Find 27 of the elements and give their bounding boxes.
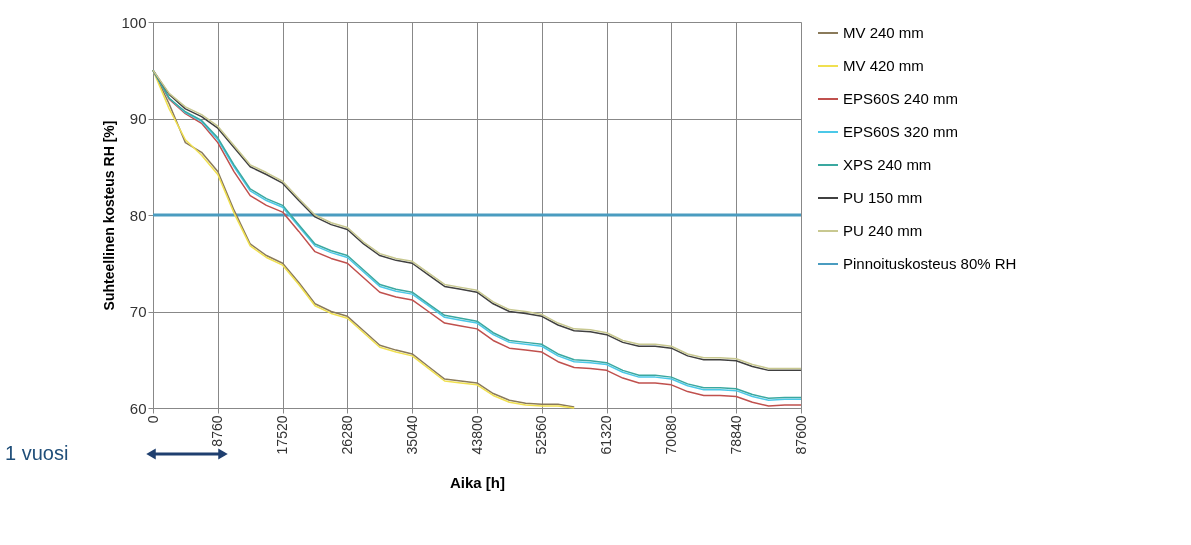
x-tick-label: 35040 <box>403 415 420 455</box>
x-tick-label: 8760 <box>209 415 226 447</box>
y-tick-label: 90 <box>129 110 147 127</box>
y-tick-label: 100 <box>121 13 147 31</box>
x-tick-label: 26280 <box>338 415 355 455</box>
text: 1 vuosi <box>5 442 69 464</box>
y-tick-label: 80 <box>129 206 147 224</box>
x-tick-label: 61320 <box>598 415 615 455</box>
y-tick-label: 60 <box>129 399 147 417</box>
x-tick-label: 43800 <box>468 415 485 455</box>
x-tick-label: 87600 <box>792 415 809 455</box>
legend-label: Pinnoituskosteus 80% RH <box>843 255 1017 272</box>
x-axis-title: Aika [h] <box>449 474 506 492</box>
legend-label: MV 420 mm <box>843 57 924 74</box>
x-tick-label: 52560 <box>533 415 550 455</box>
x-tick-label: 17520 <box>274 415 291 455</box>
legend-label: EPS60S 320 mm <box>843 123 959 140</box>
x-tick-label: 78840 <box>727 415 744 455</box>
legend-label: XPS 240 mm <box>843 156 932 173</box>
legend-label: EPS60S 240 mm <box>843 90 959 107</box>
x-tick-label: 0 <box>144 415 161 424</box>
x-tick-label: 70080 <box>662 415 679 455</box>
legend-label: PU 150 mm <box>843 189 923 206</box>
y-axis-title: Suhteellinen kosteus RH [%] <box>101 120 118 311</box>
legend-label: PU 240 mm <box>843 222 923 239</box>
legend-label: MV 240 mm <box>843 24 924 41</box>
y-tick-label: 70 <box>129 303 147 320</box>
